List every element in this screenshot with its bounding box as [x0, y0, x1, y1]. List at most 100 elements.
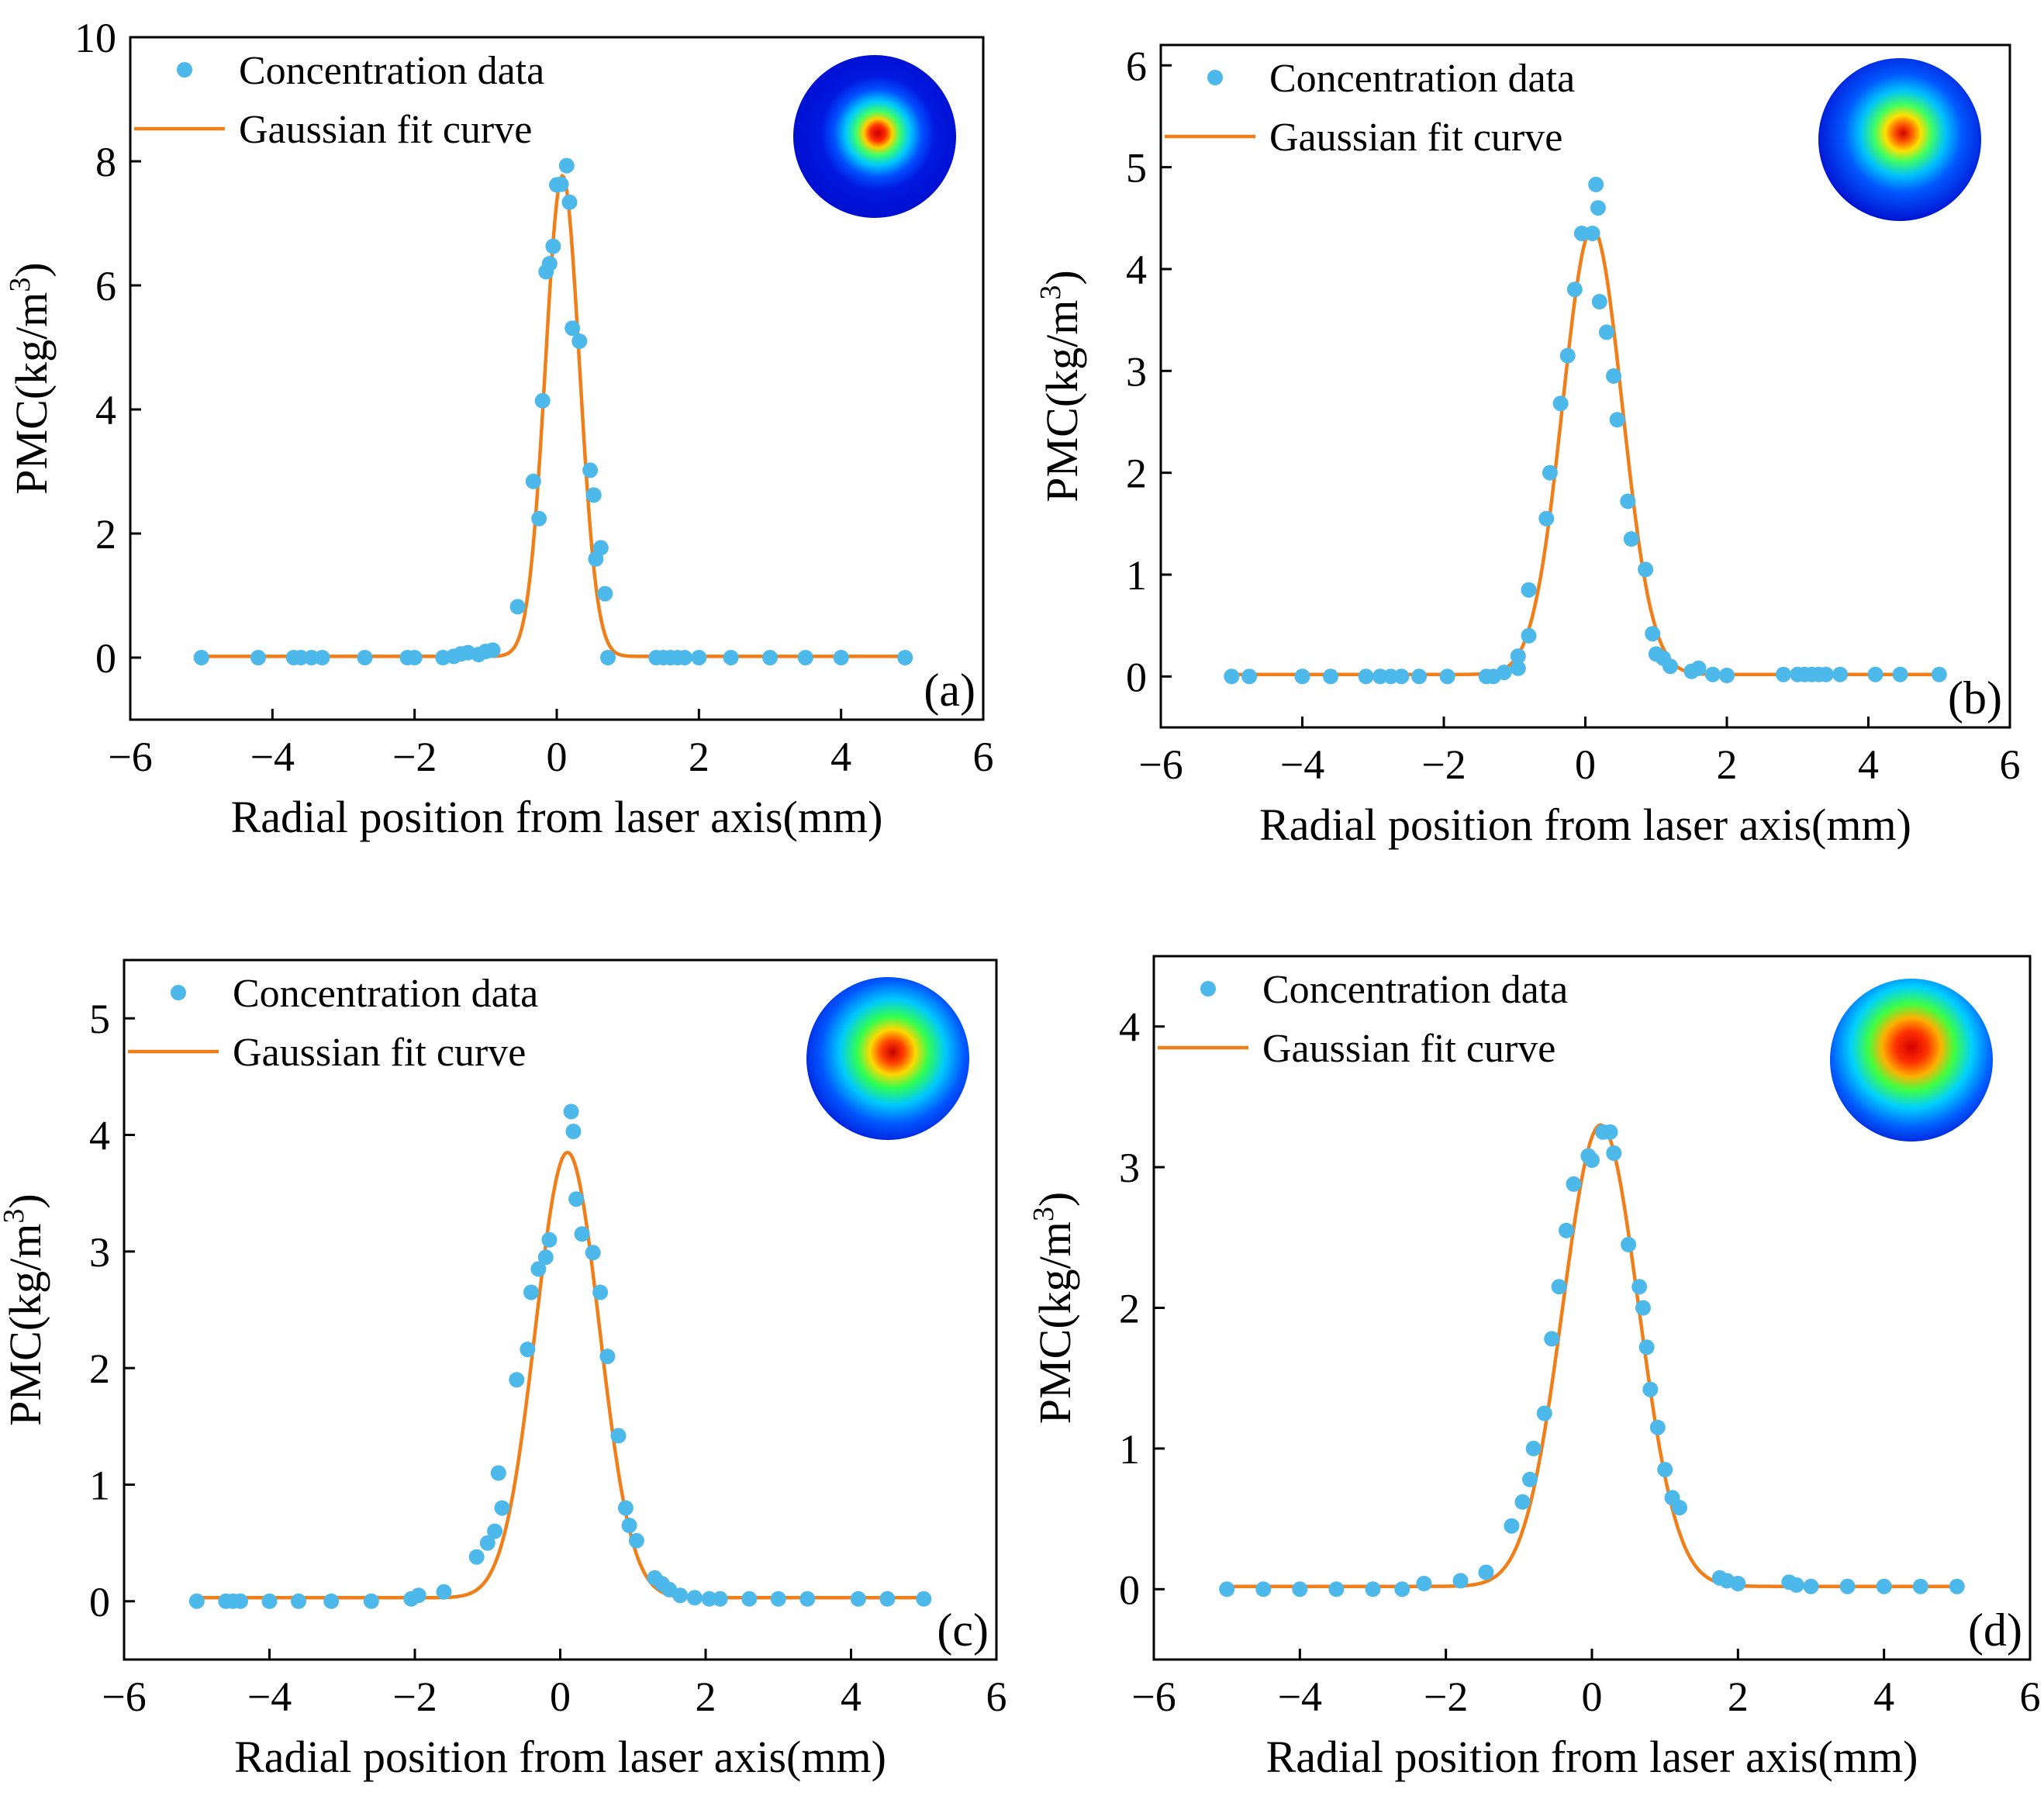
y-axis-label: PMC(kg/m3) — [1034, 270, 1087, 502]
data-point — [879, 1591, 896, 1607]
chart-panel-d: −6 −4 −2 0 2 4 6 0 1 2 3 4 Radial position from lase… — [1027, 955, 2041, 1782]
data-point — [1411, 668, 1428, 685]
y-axis-label-sup: 3 — [1027, 1207, 1060, 1221]
data-point — [1504, 1518, 1520, 1534]
data-point — [1584, 1152, 1600, 1168]
data-point — [610, 1428, 627, 1444]
data-point — [1818, 666, 1834, 682]
y-tick-label: 8 — [95, 139, 116, 185]
data-point — [261, 1593, 278, 1609]
x-tick-label: 0 — [550, 1673, 571, 1720]
x-tick-label: −2 — [1424, 1673, 1468, 1720]
y-axis-label: PMC(kg/m3) — [1027, 1192, 1080, 1424]
legend-marker-data — [1207, 70, 1223, 85]
data-point — [1638, 561, 1654, 578]
x-tick-label: −4 — [1280, 741, 1324, 788]
data-point — [1292, 1581, 1308, 1597]
data-point — [193, 650, 209, 665]
x-axis-label: Radial position from laser axis(mm) — [234, 1732, 886, 1782]
chart-panel-b: −6 −4 −2 0 2 4 6 0 1 2 3 4 5 6 Radial position from la… — [1034, 43, 2021, 850]
y-axis-label-close: ) — [1030, 1192, 1080, 1207]
legend-marker-data — [171, 985, 186, 1000]
data-point — [563, 1104, 579, 1120]
data-point — [691, 650, 707, 665]
y-tick-label: 2 — [89, 1345, 110, 1392]
data-point — [1606, 1145, 1622, 1161]
data-point — [850, 1591, 866, 1607]
data-point — [1559, 1222, 1574, 1238]
data-point — [188, 1593, 205, 1609]
y-tick-label: 4 — [95, 387, 116, 433]
y-tick-label: 3 — [1119, 1145, 1140, 1191]
laser-spot-image — [1818, 58, 1981, 221]
laser-spot-image — [1830, 979, 1993, 1142]
data-point — [1538, 510, 1555, 527]
data-point — [1672, 1500, 1687, 1516]
data-point — [833, 650, 849, 665]
x-tick-label: −4 — [250, 734, 295, 780]
data-point — [1510, 660, 1526, 676]
data-point — [585, 487, 602, 503]
x-tick-label: 4 — [841, 1673, 861, 1720]
data-point — [1776, 666, 1791, 682]
x-tick-label: −6 — [1131, 1673, 1176, 1720]
data-point — [1606, 368, 1621, 384]
data-point — [525, 473, 541, 489]
x-tick-label: −2 — [392, 1673, 437, 1720]
data-point — [574, 1226, 590, 1242]
y-tick-label: 4 — [1126, 247, 1147, 293]
data-point — [291, 1593, 306, 1609]
data-point — [565, 1124, 582, 1139]
y-axis-label-main: PMC(kg/m — [6, 292, 57, 495]
data-point — [1328, 1581, 1345, 1597]
data-point — [592, 1284, 609, 1300]
data-point — [1241, 668, 1258, 685]
data-point — [468, 1549, 485, 1565]
panel-label: (b) — [1948, 672, 2002, 724]
data-point — [1255, 1581, 1272, 1597]
data-point — [537, 1249, 554, 1266]
x-tick-label: 6 — [2000, 741, 2021, 788]
x-tick-label: −4 — [247, 1673, 292, 1720]
y-tick-label: 3 — [89, 1229, 110, 1276]
data-point — [1452, 1573, 1469, 1589]
y-axis-label: PMC(kg/m3) — [4, 262, 57, 494]
legend-label-fit: Gaussian fit curve — [1269, 116, 1562, 160]
data-point — [553, 176, 569, 192]
data-point — [363, 1593, 379, 1609]
data-point — [1522, 1471, 1538, 1487]
data-point — [1416, 1576, 1432, 1591]
data-point — [672, 1587, 689, 1604]
data-point — [597, 585, 613, 602]
x-tick-label: 0 — [547, 734, 568, 780]
y-tick-label: 1 — [1126, 552, 1147, 599]
y-axis-label-sup: 3 — [0, 1209, 30, 1224]
y-tick-label: 0 — [1126, 654, 1147, 700]
x-tick-label: −6 — [1138, 741, 1183, 788]
data-point — [1478, 1564, 1494, 1580]
data-point — [541, 256, 558, 271]
y-tick-label: 0 — [1119, 1566, 1140, 1613]
data-point — [487, 1523, 503, 1539]
x-tick-label: −4 — [1278, 1673, 1322, 1720]
data-point — [250, 650, 266, 665]
data-point — [1730, 1576, 1746, 1591]
legend-label-fit: Gaussian fit curve — [239, 108, 532, 152]
y-axis-label-close: ) — [1037, 270, 1087, 285]
data-point — [561, 194, 578, 210]
data-point — [1949, 1578, 1965, 1594]
data-point — [1573, 226, 1590, 241]
data-point — [558, 157, 575, 174]
data-point — [509, 1372, 525, 1388]
x-tick-label: 2 — [1717, 741, 1738, 788]
x-axis-label: Radial position from laser axis(mm) — [231, 792, 883, 842]
y-tick-label: 0 — [95, 635, 116, 682]
x-tick-label: 6 — [973, 734, 994, 780]
data-point — [1876, 1578, 1892, 1594]
legend-label-data: Concentration data — [233, 972, 538, 1016]
data-point — [1867, 666, 1883, 682]
gaussian-fit-line — [1227, 1123, 1957, 1588]
legend-marker-data — [177, 62, 192, 78]
data-point — [1566, 1176, 1582, 1192]
data-point — [1521, 627, 1537, 644]
